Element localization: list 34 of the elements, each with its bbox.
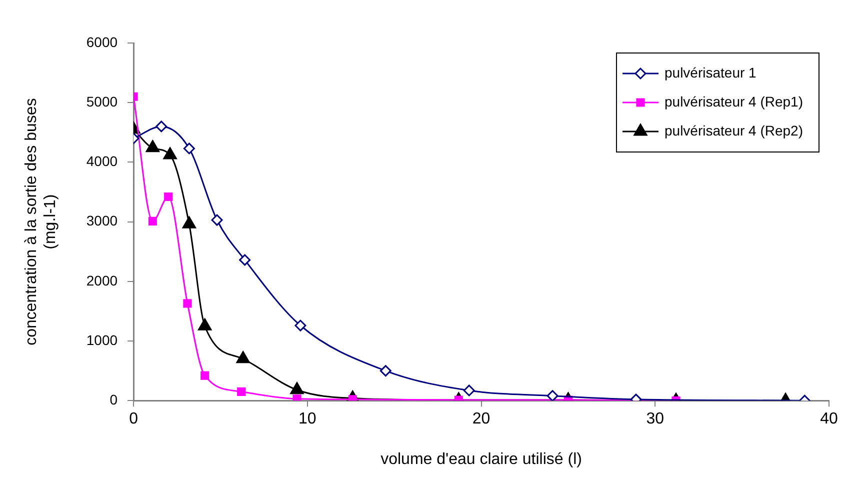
point — [546, 390, 558, 401]
y-tick-label: 6000 — [86, 34, 118, 50]
y-axis-title: concentration à la sortie des buses (mg.l-1) — [23, 98, 60, 346]
x-tick-label: 20 — [472, 410, 490, 428]
y-tick-label: 4000 — [86, 153, 118, 170]
y-tick-label: 5000 — [86, 93, 118, 110]
point — [294, 320, 306, 332]
point — [290, 382, 304, 394]
point — [463, 384, 475, 396]
legend-label: pulvérisateur 4 (Rep2) — [664, 122, 804, 138]
point — [292, 394, 302, 401]
x-tick-label: 40 — [820, 410, 838, 428]
point — [183, 142, 195, 154]
point — [183, 299, 192, 308]
point — [211, 214, 223, 226]
y-tick-label: 1000 — [86, 332, 118, 348]
y-tick-label: 0 — [110, 391, 118, 408]
point — [198, 318, 212, 330]
point — [148, 216, 157, 226]
point — [236, 351, 250, 364]
point — [200, 371, 210, 380]
point — [239, 254, 251, 266]
y-tick-label: 3000 — [86, 212, 118, 229]
y-tick-label: 2000 — [86, 272, 118, 288]
point — [237, 387, 246, 396]
point — [380, 365, 392, 377]
x-axis-title: volume d'eau claire utilisé (l) — [380, 450, 582, 468]
legend-label: pulvérisateur 4 (Rep1) — [664, 93, 804, 110]
point — [164, 192, 173, 202]
point — [156, 120, 168, 132]
x-tick-label: 10 — [298, 410, 316, 428]
legend-label: pulvérisateur 1 — [664, 64, 757, 80]
x-tick-label: 30 — [646, 410, 664, 428]
x-tick-label: 0 — [129, 410, 138, 428]
